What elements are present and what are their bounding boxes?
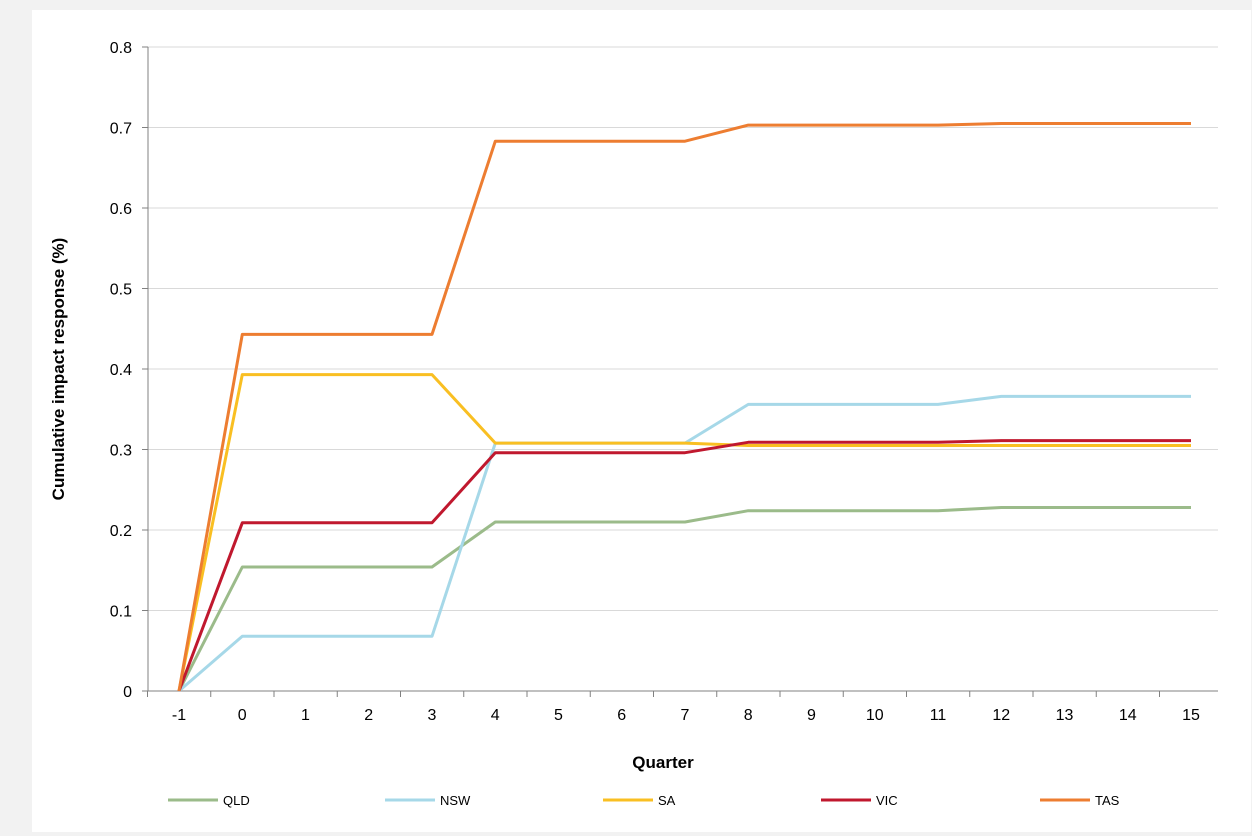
y-tick-label: 0.6 bbox=[110, 201, 132, 218]
x-tick-label: 9 bbox=[807, 707, 816, 724]
x-tick-label: 3 bbox=[428, 707, 437, 724]
legend-label-sa: SA bbox=[658, 793, 676, 808]
x-tick-labels: -1 0 1 2 3 4 5 6 7 8 9 10 11 12 13 14 15 bbox=[172, 707, 1200, 724]
chart-panel bbox=[32, 10, 1251, 832]
y-tick-labels: 0 0.1 0.2 0.3 0.4 0.5 0.6 0.7 0.8 bbox=[110, 40, 132, 701]
x-axis-title: Quarter bbox=[632, 753, 694, 772]
legend-label-vic: VIC bbox=[876, 793, 898, 808]
x-tick-label: 12 bbox=[992, 707, 1010, 724]
legend-label-nsw: NSW bbox=[440, 793, 471, 808]
series-line-vic bbox=[177, 439, 1191, 692]
legend-label-tas: TAS bbox=[1095, 793, 1120, 808]
x-tick-label: 15 bbox=[1182, 707, 1200, 724]
x-tick-label: 8 bbox=[744, 707, 753, 724]
x-tick-label: 10 bbox=[866, 707, 884, 724]
y-tick-label: 0.5 bbox=[110, 282, 132, 299]
x-tick-label: 6 bbox=[617, 707, 626, 724]
y-tick-label: 0.4 bbox=[110, 362, 132, 379]
y-tick-label: 0.3 bbox=[110, 443, 132, 460]
x-tick-label: 5 bbox=[554, 707, 563, 724]
series-line-sa bbox=[177, 373, 1191, 692]
x-tick-label: -1 bbox=[172, 707, 186, 724]
y-tick-label: 0.2 bbox=[110, 523, 132, 540]
x-tick-label: 7 bbox=[681, 707, 690, 724]
legend: QLD NSW SA VIC TAS bbox=[168, 793, 1120, 808]
series-line-tas bbox=[177, 122, 1191, 692]
x-tick-label: 2 bbox=[364, 707, 373, 724]
x-tick-label: 14 bbox=[1119, 707, 1137, 724]
legend-label-qld: QLD bbox=[223, 793, 250, 808]
y-tick-label: 0.1 bbox=[110, 604, 132, 621]
series-lines bbox=[177, 122, 1191, 693]
y-tick-label: 0 bbox=[123, 684, 132, 701]
y-tick-label: 0.7 bbox=[110, 121, 132, 138]
series-line-qld bbox=[177, 506, 1191, 692]
y-tick-label: 0.8 bbox=[110, 40, 132, 57]
x-tick-label: 11 bbox=[930, 707, 947, 724]
x-tick-label: 13 bbox=[1056, 707, 1074, 724]
gridlines bbox=[148, 46, 1218, 611]
axes bbox=[142, 46, 1218, 697]
x-tick-label: 0 bbox=[238, 707, 247, 724]
x-tick-label: 4 bbox=[491, 707, 500, 724]
x-tick-label: 1 bbox=[301, 707, 310, 724]
y-axis-title: Cumulative impact response (%) bbox=[49, 238, 68, 501]
